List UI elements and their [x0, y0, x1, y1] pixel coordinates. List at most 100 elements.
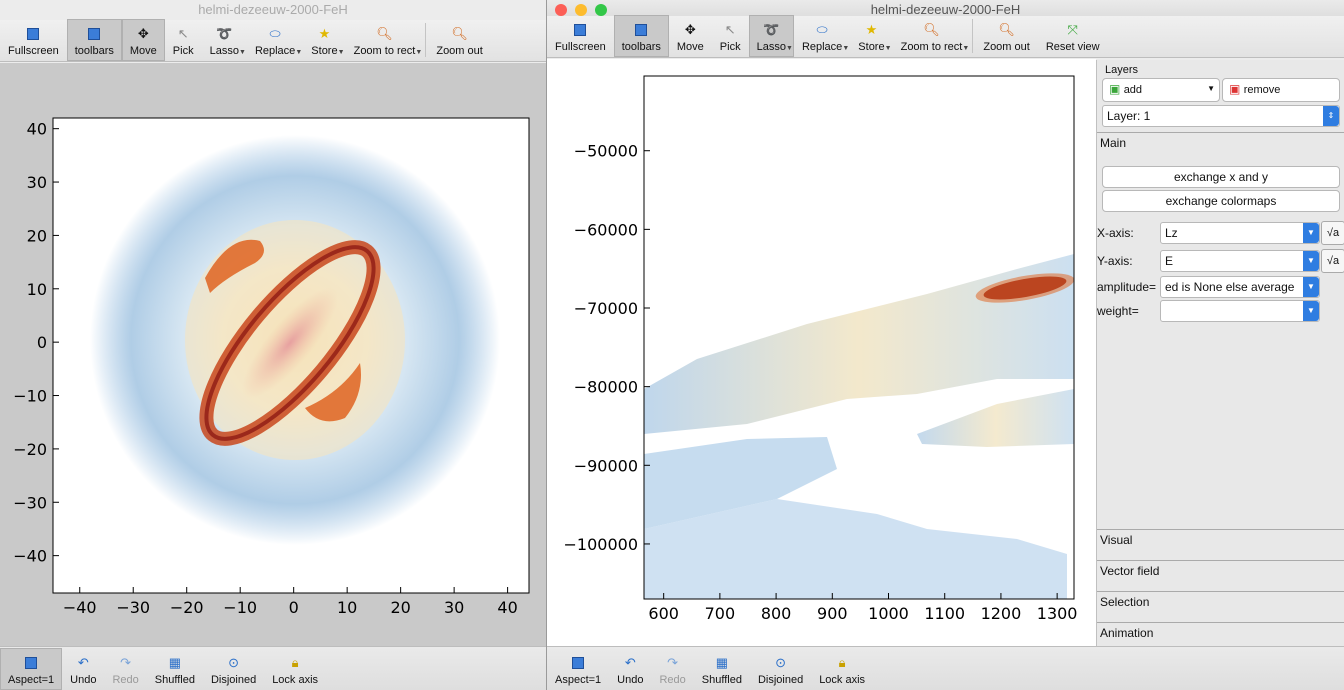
- x-axis-select[interactable]: Lz ▼: [1160, 222, 1320, 244]
- e-lz-heatmap[interactable]: 600 700 800 900 1000 1100 1200 1300 −50000 −6000…: [547, 59, 1096, 646]
- y-axis-select[interactable]: E ▼: [1160, 250, 1320, 272]
- amplitude-select[interactable]: ed is None else average ▼: [1160, 276, 1320, 298]
- zoom-to-rect-button[interactable]: 🔍︎ Zoom to rect ▼: [353, 26, 423, 57]
- x-tick-labels: 600 700 800 900 1000 1100 1200 1300: [648, 593, 1077, 623]
- redo-icon: ↷: [120, 655, 132, 670]
- chevron-down-icon: ▼: [842, 45, 850, 52]
- chevron-down-icon: ▼: [337, 49, 345, 56]
- y-tick-labels: 40 30 20 10 0 −10 −20 −30 −40: [13, 120, 59, 566]
- middle-energy-band: [917, 389, 1074, 447]
- window-title: helmi-dezeeuw-2000-FeH: [198, 2, 348, 17]
- x-axis-label: X-axis:: [1097, 226, 1134, 240]
- tab-animation[interactable]: Animation: [1097, 622, 1344, 652]
- x-tick-label: 30: [444, 598, 464, 617]
- pointer-icon: ↖: [724, 22, 736, 37]
- fullscreen-icon: [27, 28, 40, 40]
- x-tick-label: 10: [337, 598, 357, 617]
- toolbars-button[interactable]: toolbars: [613, 15, 669, 57]
- pick-button[interactable]: ↖ Pick: [719, 22, 741, 53]
- move-button[interactable]: ✥ Move: [676, 22, 704, 53]
- layer-select[interactable]: Layer: 1 ⇕: [1102, 105, 1340, 127]
- redo-button[interactable]: ↷ Redo: [659, 655, 686, 686]
- minimize-icon[interactable]: [575, 4, 587, 16]
- left-plot-canvas[interactable]: −40 −30 −20 −10 0 10 20 30 40 40 30 20 10 0 −10 −20 −30…: [0, 63, 546, 646]
- aspect-button[interactable]: Aspect=1: [0, 648, 63, 690]
- upper-energy-band: [644, 254, 1074, 434]
- x-tick-label: −20: [170, 598, 204, 617]
- aspect-icon: [572, 657, 585, 669]
- zoom-out-button[interactable]: 🔍︎ Zoom out: [436, 26, 483, 57]
- y-tick-label: −20: [13, 440, 47, 459]
- weight-select[interactable]: ▼: [1160, 300, 1320, 322]
- replace-button[interactable]: ⬭ Replace ▼: [801, 22, 850, 53]
- store-button[interactable]: ★ Store ▼: [311, 26, 345, 57]
- x-tick-label: 20: [390, 598, 410, 617]
- undo-button[interactable]: ↶ Undo: [617, 655, 644, 686]
- y-axis-label: Y-axis:: [1097, 254, 1133, 268]
- toolbar-separator: [425, 23, 427, 57]
- disjoined-button[interactable]: ⊙ Disjoined: [210, 655, 257, 686]
- zoom-in-icon: 🔍︎: [376, 26, 393, 41]
- chevron-down-icon: ▼: [884, 45, 892, 52]
- tab-vector-field[interactable]: Vector field: [1097, 560, 1344, 590]
- toolbars-icon: [88, 28, 101, 40]
- star-icon: ★: [865, 22, 878, 37]
- disjoined-icon: ⊙: [228, 655, 240, 670]
- main-toolbar: Fullscreen toolbars ✥ Move ↖ Pick ➰ Lasso ▼ …: [0, 19, 546, 62]
- right-plot-canvas[interactable]: 600 700 800 900 1000 1100 1200 1300 −50000 −6000…: [547, 59, 1096, 646]
- aspect-button[interactable]: Aspect=1: [547, 648, 609, 690]
- x-tick-label: 1000: [868, 604, 909, 623]
- x-axis-expression-button[interactable]: √a: [1321, 221, 1344, 245]
- undo-button[interactable]: ↶ Undo: [70, 655, 97, 686]
- lasso-button[interactable]: ➰ Lasso ▼: [209, 26, 246, 57]
- lz-lx-heatmap[interactable]: −40 −30 −20 −10 0 10 20 30 40 40 30 20 10 0 −10 −20 −30…: [0, 63, 546, 646]
- exchange-xy-button[interactable]: exchange x and y: [1102, 166, 1340, 188]
- fullscreen-button[interactable]: Fullscreen: [547, 15, 614, 57]
- zoom-out-button[interactable]: 🔍︎ Zoom out: [983, 22, 1030, 53]
- lock-axis-button[interactable]: 🔒︎ Lock axis: [272, 655, 319, 686]
- toolbars-button[interactable]: toolbars: [66, 19, 122, 61]
- tab-visual[interactable]: Visual: [1097, 529, 1344, 559]
- chevron-down-icon: ▼: [1303, 223, 1319, 243]
- disjoined-button[interactable]: ⊙ Disjoined: [757, 655, 804, 686]
- y-axis-expression-button[interactable]: √a: [1321, 249, 1344, 273]
- lock-axis-button[interactable]: 🔒︎ Lock axis: [819, 655, 866, 686]
- shuffle-icon: ▦: [168, 655, 181, 670]
- y-tick-label: −80000: [574, 378, 638, 397]
- y-tick-label: 10: [27, 280, 47, 299]
- main-toolbar: Fullscreen toolbars ✥ Move ↖ Pick ➰ Lasso ▼ …: [547, 15, 1344, 58]
- zoom-to-rect-button[interactable]: 🔍︎ Zoom to rect ▼: [900, 22, 970, 53]
- move-button[interactable]: ✥ Move: [121, 19, 165, 61]
- exchange-colormaps-button[interactable]: exchange colormaps: [1102, 190, 1340, 212]
- replace-button[interactable]: ⬭ Replace ▼: [254, 26, 303, 57]
- redo-button[interactable]: ↷ Redo: [112, 655, 139, 686]
- lock-icon: 🔒︎: [291, 655, 299, 670]
- maximize-icon[interactable]: [595, 4, 607, 16]
- replace-icon: ⬭: [816, 22, 828, 37]
- y-tick-labels: −50000 −60000 −70000 −80000 −90000 −100000: [564, 142, 650, 554]
- shuffled-button[interactable]: ▦ Shuffled: [701, 655, 742, 686]
- lasso-button[interactable]: ➰ Lasso ▼: [748, 15, 794, 57]
- x-tick-label: −10: [223, 598, 257, 617]
- x-tick-label: 900: [817, 604, 848, 623]
- aspect-icon: [25, 657, 38, 669]
- chevron-down-icon: ▼: [1303, 277, 1319, 297]
- remove-layer-button[interactable]: ▣ remove: [1222, 78, 1340, 102]
- x-tick-label: 0: [289, 598, 299, 617]
- shuffled-button[interactable]: ▦ Shuffled: [154, 655, 195, 686]
- reset-view-button[interactable]: ⤧ Reset view: [1045, 22, 1100, 53]
- close-icon[interactable]: [555, 4, 567, 16]
- tab-selection[interactable]: Selection: [1097, 591, 1344, 621]
- add-layer-button[interactable]: ▣ add ▼: [1102, 78, 1220, 102]
- chevron-down-icon: ▼: [415, 49, 423, 56]
- left-plot-window: helmi-dezeeuw-2000-FeH Fullscreen toolba…: [0, 0, 546, 690]
- fullscreen-button[interactable]: Fullscreen: [0, 19, 67, 61]
- tab-main[interactable]: Main: [1097, 132, 1344, 162]
- chevron-updown-icon: ⇕: [1323, 106, 1339, 126]
- y-tick-label: −90000: [574, 456, 638, 475]
- store-button[interactable]: ★ Store ▼: [858, 22, 892, 53]
- sqrt-icon: √a: [1326, 255, 1340, 267]
- layer-panel: Layers ▣ add ▼ ▣ remove Layer: 1 ⇕ Main …: [1096, 60, 1344, 646]
- x-tick-label: 1300: [1037, 604, 1078, 623]
- pick-button[interactable]: ↖ Pick: [172, 26, 194, 57]
